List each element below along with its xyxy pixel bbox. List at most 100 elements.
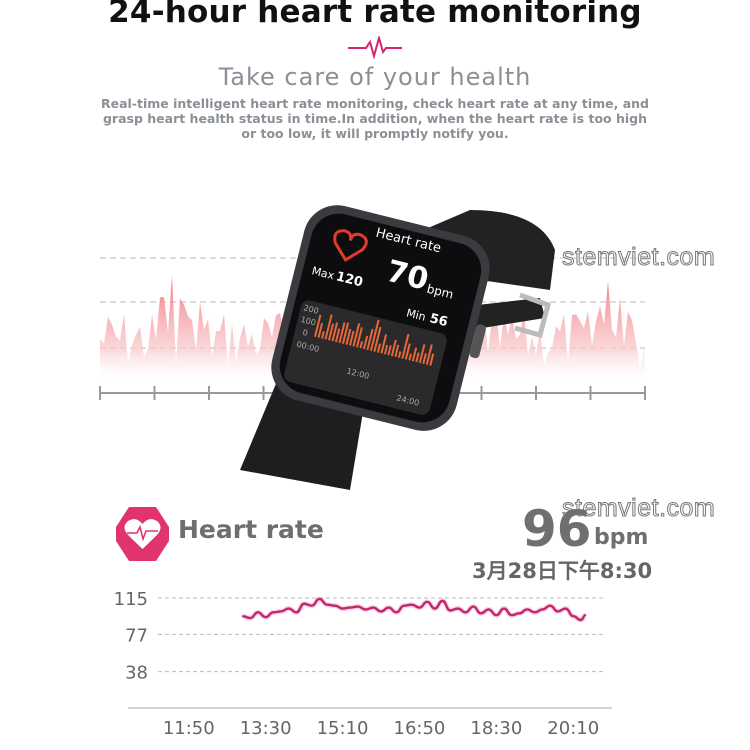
data-point [380,610,382,613]
data-point [541,608,544,611]
watch-bar [331,322,339,342]
watch-bar [383,344,389,355]
watch-bar [359,341,364,349]
data-point [387,606,390,609]
data-point [503,607,505,610]
data-point [249,617,252,619]
heart-rate-label: Heart rate [178,515,324,544]
data-point [280,610,282,613]
watch-bar [352,323,361,347]
page-title: 24-hour heart rate monitoring [108,0,642,30]
watch-bar [429,353,435,366]
data-point [518,612,521,615]
data-point [557,610,559,613]
watch-bar [328,323,335,341]
data-point [426,601,428,603]
data-point [341,607,344,610]
watch-bar [422,353,427,365]
watch-y-tick: 0 [302,328,309,338]
data-point [510,614,513,617]
data-point [464,611,467,614]
heart-pulse-icon [116,507,169,561]
data-point [480,612,482,615]
data-point [533,611,536,614]
description: Real-time intelligent heart rate monitor… [100,96,650,141]
watch-bar [345,328,352,345]
watch-bar-chart [314,314,435,366]
data-point [434,607,436,610]
watch-bar [401,333,410,359]
data-point [472,605,475,608]
data-point [310,604,313,607]
data-point [326,603,328,606]
watch-bar [317,323,324,338]
watch-max-label: Max [310,264,336,282]
y-tick-label: 115 [114,589,148,610]
watch-bar [390,339,397,357]
watch-heart-icon [333,229,368,262]
data-point [449,609,452,612]
watch-bar [380,334,388,354]
data-point [357,605,359,608]
data-point [372,606,375,609]
watch-bar [362,335,369,350]
watch-bar [394,344,400,358]
data-point [303,602,305,605]
data-point [584,614,587,617]
watch-bar [369,319,380,351]
x-tick-label: 16:50 [394,718,446,739]
watch-bar [415,352,420,363]
current-bpm-value: 96 [522,500,592,558]
x-tick-label: 18:30 [470,718,522,739]
watch-screen: Heart rate 70 bpm Max 120 Min 56 200 100… [284,226,455,415]
data-point [572,615,575,617]
x-tick-label: 11:50 [163,718,215,739]
watch-bar [314,314,322,338]
product-illustration: Heart rate 70 bpm Max 120 Min 56 200 100… [99,205,646,490]
data-point [410,603,413,606]
watch-bar [341,322,350,344]
watch-bpm-unit: bpm [425,282,455,302]
watch-bar [373,326,382,352]
data-point [349,606,352,609]
data-point [457,607,459,610]
data-point [364,608,367,611]
data-point [272,611,275,614]
watch-bar [387,345,392,356]
data-point [418,606,421,609]
x-tick-label: 20:10 [547,718,599,739]
data-point [318,598,321,600]
watch-bar [425,344,433,365]
data-point [334,604,336,607]
watch-bar [366,328,374,351]
watermark: stemviet.com [561,494,716,523]
watch-bar [376,343,382,353]
data-point [526,608,528,611]
watch-max-value: 120 [334,269,364,290]
watch-bar [408,353,412,361]
data-point [395,611,398,614]
reading-timestamp: 3月28日下午8:30 [472,559,653,583]
subtitle: Take care of your health [218,63,532,91]
watch-bar [397,351,402,358]
watch-bar [321,330,325,339]
watch-bar [355,327,363,348]
watch-min-value: 56 [428,311,449,330]
watermark: stemviet.com [561,243,716,272]
watch-min-label: Min [405,306,427,323]
data-point [264,616,267,618]
heartbeat-icon [348,36,402,60]
watch-bar [348,330,355,346]
data-point [441,600,444,602]
heart-rate-chart: 115 77 38 11:50 13:30 15:10 16:50 18:30 20:10 [114,589,612,739]
watch-chart-panel [284,300,447,415]
watch-bar [411,347,418,362]
data-point [580,619,582,621]
data-point [287,607,290,610]
data-point [241,615,244,617]
data-point [487,608,490,611]
watch-y-tick: 200 [303,303,320,315]
smartwatch: Heart rate 70 bpm Max 120 Min 56 200 100… [240,205,555,490]
y-tick-label: 38 [125,663,148,684]
x-tick-label: 15:10 [317,718,369,739]
